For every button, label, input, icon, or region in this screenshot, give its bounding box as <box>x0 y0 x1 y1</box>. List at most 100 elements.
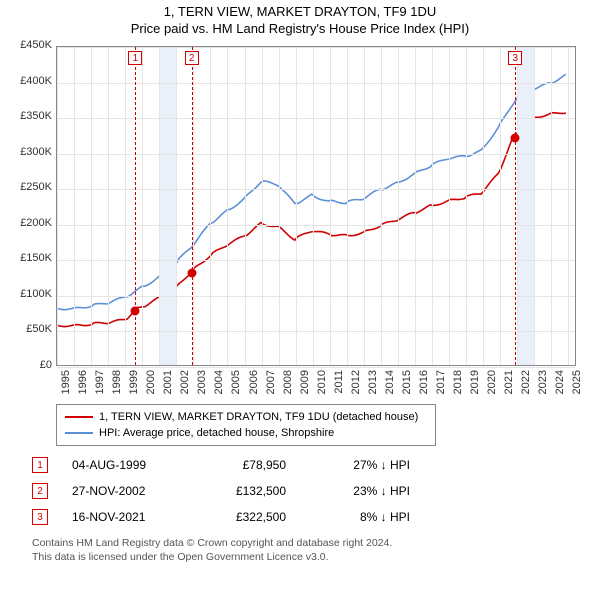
event-date: 04-AUG-1999 <box>72 458 182 472</box>
gridline-vertical <box>347 47 348 365</box>
gridline-vertical <box>159 47 160 365</box>
gridline-vertical <box>227 47 228 365</box>
gridline-vertical <box>262 47 263 365</box>
legend: 1, TERN VIEW, MARKET DRAYTON, TF9 1DU (d… <box>56 404 436 446</box>
shaded-band <box>517 47 534 365</box>
y-axis-label: £150K <box>8 252 52 264</box>
gridline-vertical <box>57 47 58 365</box>
x-axis-label: 2020 <box>486 370 498 410</box>
event-diff: 27% ↓ HPI <box>310 458 410 472</box>
footer-attribution: Contains HM Land Registry data © Crown c… <box>32 536 572 564</box>
x-axis-label: 2016 <box>418 370 430 410</box>
event-date: 16-NOV-2021 <box>72 510 182 524</box>
gridline-vertical <box>534 47 535 365</box>
gridline-vertical <box>364 47 365 365</box>
legend-row-price-paid: 1, TERN VIEW, MARKET DRAYTON, TF9 1DU (d… <box>65 409 427 425</box>
chart-area: 123 £0£50K£100K£150K£200K£250K£300K£350K… <box>8 40 592 400</box>
gridline-vertical <box>313 47 314 365</box>
event-badge-3: 3 <box>32 509 48 525</box>
x-axis-label: 2011 <box>333 370 345 410</box>
event-diff: 23% ↓ HPI <box>310 484 410 498</box>
y-axis-label: £300K <box>8 146 52 158</box>
x-axis-label: 2002 <box>179 370 191 410</box>
x-axis-label: 2012 <box>350 370 362 410</box>
gridline-vertical <box>398 47 399 365</box>
x-axis-label: 2006 <box>248 370 260 410</box>
x-axis-label: 2005 <box>230 370 242 410</box>
gridline-vertical <box>466 47 467 365</box>
gridline-vertical <box>142 47 143 365</box>
gridline-vertical <box>125 47 126 365</box>
x-axis-label: 2010 <box>316 370 328 410</box>
gridline-horizontal <box>57 367 575 368</box>
gridline-vertical <box>415 47 416 365</box>
event-badge-2: 2 <box>32 483 48 499</box>
x-axis-label: 2022 <box>520 370 532 410</box>
x-axis-label: 2019 <box>469 370 481 410</box>
x-axis-label: 2017 <box>435 370 447 410</box>
legend-label-hpi: HPI: Average price, detached house, Shro… <box>99 427 334 439</box>
gridline-vertical <box>176 47 177 365</box>
x-axis-label: 2018 <box>452 370 464 410</box>
shaded-band <box>159 47 176 365</box>
legend-label-price-paid: 1, TERN VIEW, MARKET DRAYTON, TF9 1DU (d… <box>99 411 418 423</box>
y-axis-label: £350K <box>8 110 52 122</box>
event-price: £132,500 <box>206 484 286 498</box>
event-dot <box>131 306 140 315</box>
x-axis-label: 2004 <box>213 370 225 410</box>
gridline-vertical <box>91 47 92 365</box>
x-axis-label: 1999 <box>128 370 140 410</box>
event-marker-badge: 3 <box>508 51 522 65</box>
x-axis-label: 2025 <box>571 370 583 410</box>
event-diff: 8% ↓ HPI <box>310 510 410 524</box>
gridline-vertical <box>108 47 109 365</box>
y-axis-label: £200K <box>8 217 52 229</box>
gridline-vertical <box>245 47 246 365</box>
gridline-vertical <box>500 47 501 365</box>
y-axis-label: £400K <box>8 75 52 87</box>
gridline-vertical <box>483 47 484 365</box>
gridline-vertical <box>210 47 211 365</box>
gridline-vertical <box>381 47 382 365</box>
chart-title-block: 1, TERN VIEW, MARKET DRAYTON, TF9 1DU Pr… <box>8 4 592 36</box>
title-subtitle: Price paid vs. HM Land Registry's House … <box>8 21 592 36</box>
event-marker-badge: 1 <box>128 51 142 65</box>
x-axis-label: 1998 <box>111 370 123 410</box>
event-row: 2 27-NOV-2002 £132,500 23% ↓ HPI <box>32 478 592 504</box>
x-axis-label: 2021 <box>503 370 515 410</box>
event-dot <box>511 133 520 142</box>
x-axis-label: 2007 <box>265 370 277 410</box>
gridline-vertical <box>279 47 280 365</box>
gridline-vertical <box>296 47 297 365</box>
plot-region: 1 2 3 <box>56 46 576 366</box>
x-axis-label: 2013 <box>367 370 379 410</box>
event-line <box>192 47 193 365</box>
y-axis-label: £50K <box>8 323 52 335</box>
gridline-vertical <box>74 47 75 365</box>
gridline-vertical <box>449 47 450 365</box>
event-line <box>515 47 516 365</box>
title-address: 1, TERN VIEW, MARKET DRAYTON, TF9 1DU <box>8 4 592 19</box>
event-price: £78,950 <box>206 458 286 472</box>
x-axis-label: 2014 <box>384 370 396 410</box>
x-axis-label: 1996 <box>77 370 89 410</box>
event-marker-badge: 2 <box>185 51 199 65</box>
gridline-vertical <box>432 47 433 365</box>
gridline-vertical <box>551 47 552 365</box>
footer-line-2: This data is licensed under the Open Gov… <box>32 550 572 564</box>
legend-swatch-price-paid <box>65 416 93 418</box>
x-axis-label: 1995 <box>60 370 72 410</box>
x-axis-label: 2008 <box>282 370 294 410</box>
x-axis-label: 1997 <box>94 370 106 410</box>
event-line <box>135 47 136 365</box>
gridline-vertical <box>330 47 331 365</box>
x-axis-label: 2003 <box>196 370 208 410</box>
y-axis-label: £250K <box>8 181 52 193</box>
gridline-vertical <box>568 47 569 365</box>
y-axis-label: £100K <box>8 288 52 300</box>
x-axis-label: 2024 <box>554 370 566 410</box>
gridline-vertical <box>517 47 518 365</box>
event-dot <box>187 268 196 277</box>
x-axis-label: 2009 <box>299 370 311 410</box>
x-axis-label: 2023 <box>537 370 549 410</box>
